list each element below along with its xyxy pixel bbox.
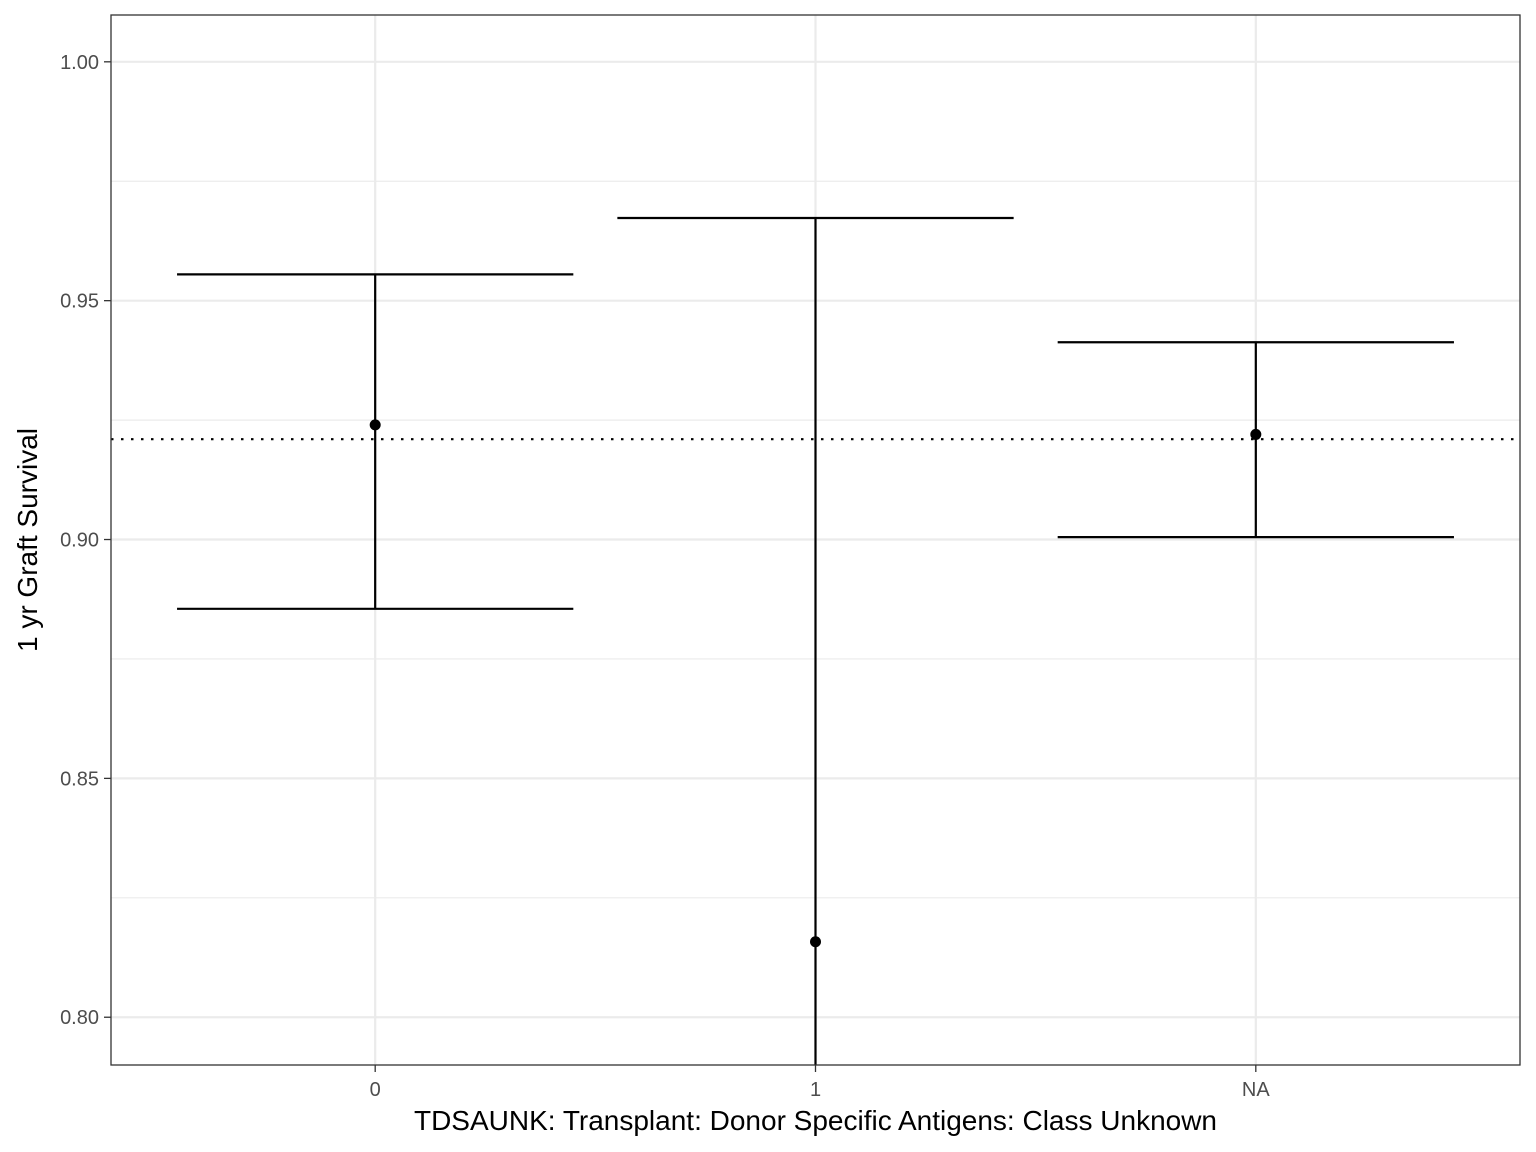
y-tick-label: 0.85 (60, 768, 99, 790)
estimate-point (369, 419, 381, 431)
axis-layer: 0.80 0.85 0.90 0.95 1.00 0 1 NA (60, 52, 1270, 1101)
estimate-point (1250, 428, 1262, 440)
y-tick-label: 1.00 (60, 52, 99, 74)
x-tick-label: 0 (370, 1079, 381, 1101)
estimate-point (810, 936, 821, 948)
y-tick-label: 0.90 (60, 530, 99, 552)
marks-layer (177, 216, 1454, 1065)
y-axis-title: 1 yr Graft Survival (12, 428, 43, 652)
x-tick-label: NA (1242, 1079, 1270, 1101)
y-tick-label: 0.95 (60, 291, 99, 313)
y-tick-label: 0.80 (60, 1007, 99, 1029)
x-axis-title: TDSAUNK: Transplant: Donor Specific Anti… (414, 1105, 1217, 1136)
x-tick-label: 1 (810, 1079, 821, 1101)
